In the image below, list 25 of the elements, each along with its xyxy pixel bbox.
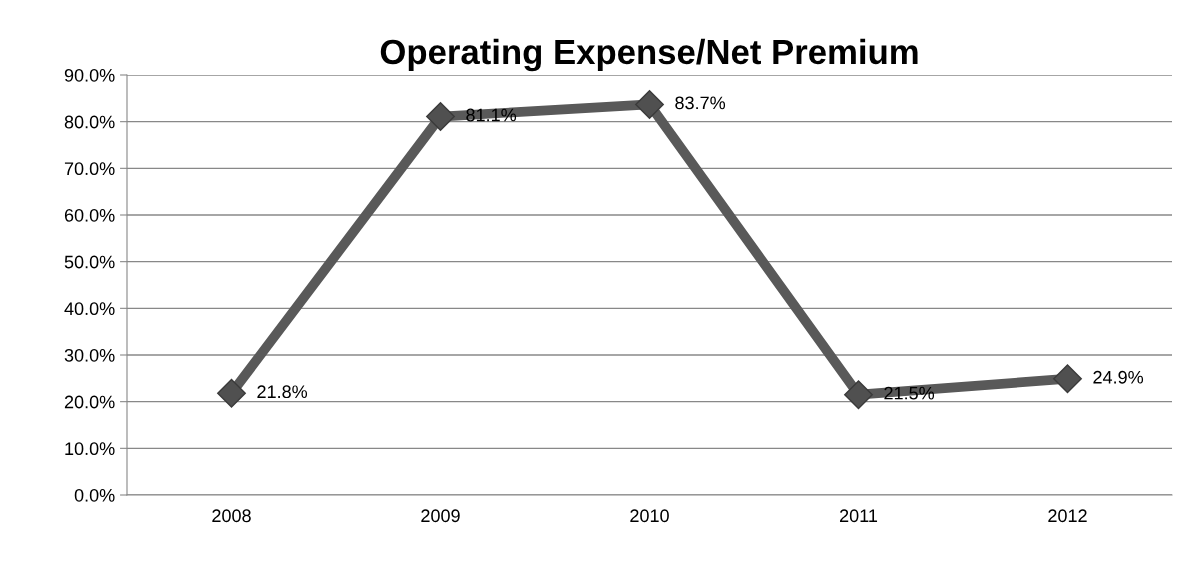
y-tick-label: 50.0% [64, 255, 115, 269]
point [635, 89, 664, 119]
y-tick-label: 70.0% [64, 162, 115, 176]
y-tick-label: 0.0% [74, 488, 115, 502]
x-tick-label: 2009 [421, 509, 460, 523]
chart-title: Operating Expense/Net Premium [380, 38, 918, 72]
y-tick-label: 90.0% [64, 68, 115, 82]
x-tick-label: 2011 [839, 509, 878, 523]
point [844, 380, 873, 410]
x-tick-label: 2008 [212, 509, 251, 523]
text: 24.9% [1093, 370, 1144, 384]
text: 81.1% [466, 108, 517, 122]
point [426, 102, 455, 131]
y-tick-label: 40.0% [64, 302, 115, 316]
y-tick-label: 10.0% [65, 442, 115, 456]
x-tick-label: 2012 [1048, 509, 1087, 523]
text: 83.7% [675, 96, 726, 110]
y-tick-label: 30.0% [64, 348, 115, 362]
text: 21.8% [257, 385, 308, 399]
y-tick-label: 20.0% [64, 395, 115, 409]
y-tick-label: 80.0% [64, 115, 115, 129]
point [217, 378, 246, 408]
point [1053, 364, 1082, 394]
x-tick-label: 2010 [630, 509, 669, 523]
y-tick-label: 60.0% [64, 208, 115, 222]
